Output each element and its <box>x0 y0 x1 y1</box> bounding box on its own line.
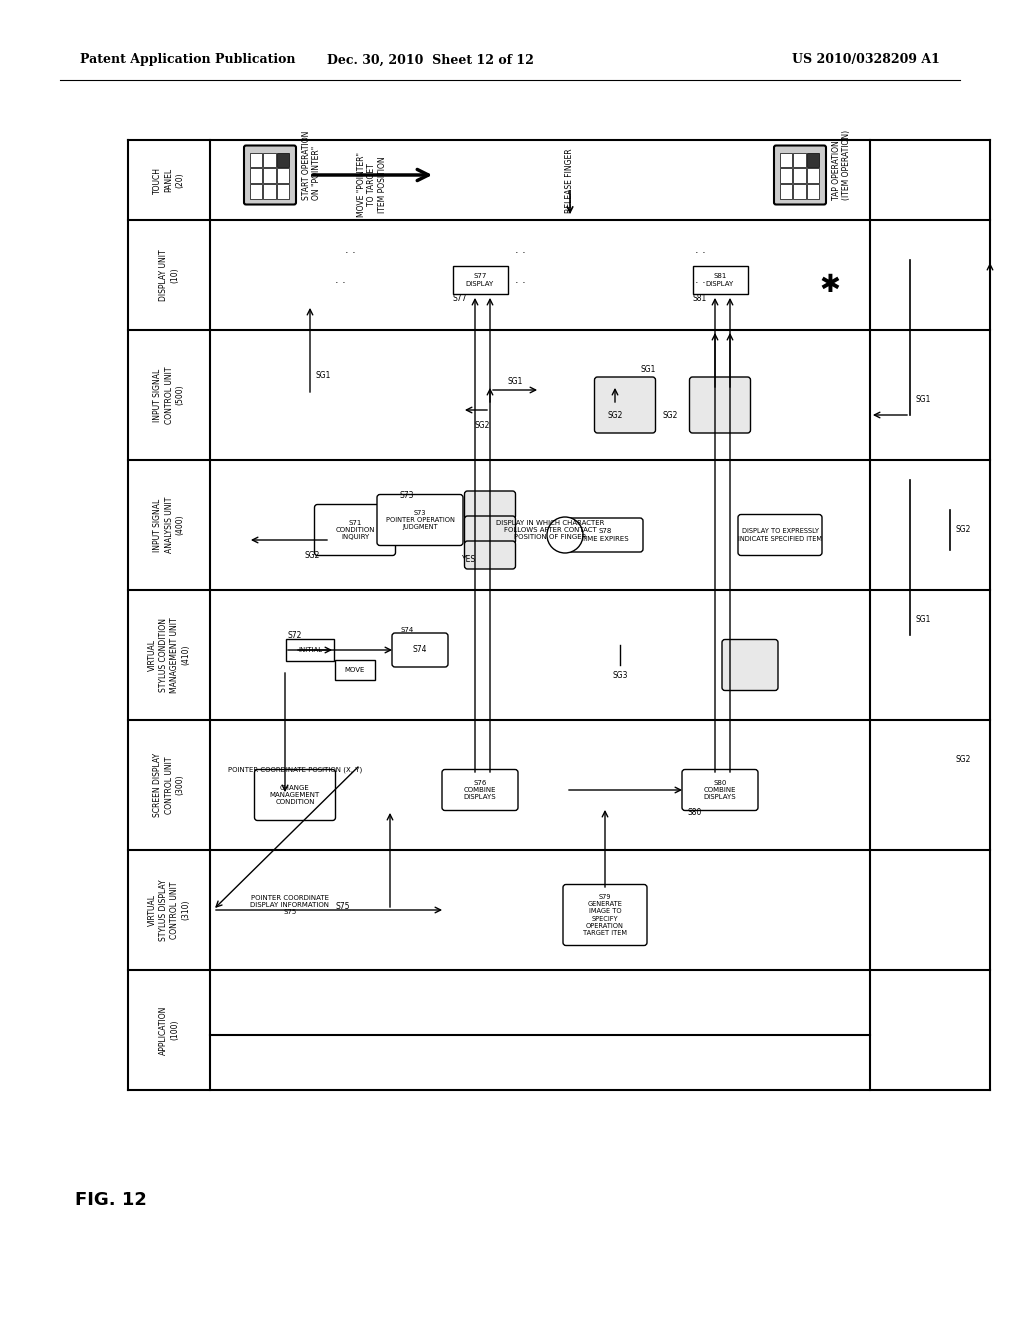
Text: S81: S81 <box>693 294 708 304</box>
Text: . .: . . <box>335 275 345 285</box>
Bar <box>794 153 806 168</box>
Text: SG1: SG1 <box>915 396 931 404</box>
Bar <box>780 168 793 183</box>
Text: VIRTUAL
STYLUS DISPLAY
CONTROL UNIT
(310): VIRTUAL STYLUS DISPLAY CONTROL UNIT (310… <box>147 879 190 941</box>
Bar <box>794 183 806 198</box>
Text: S77
DISPLAY: S77 DISPLAY <box>466 273 495 286</box>
Text: SG2: SG2 <box>955 755 971 764</box>
Text: DISPLAY UNIT
(10): DISPLAY UNIT (10) <box>159 249 179 301</box>
Text: POINTER COORDINATE
DISPLAY INFORMATION
S75: POINTER COORDINATE DISPLAY INFORMATION S… <box>251 895 330 915</box>
Bar <box>807 183 819 198</box>
Text: S75: S75 <box>336 902 350 911</box>
FancyBboxPatch shape <box>442 770 518 810</box>
Text: TAP OPERATION
(ITEM OPERATION): TAP OPERATION (ITEM OPERATION) <box>831 129 851 201</box>
Text: . .: . . <box>694 246 706 255</box>
Text: S72: S72 <box>288 631 302 639</box>
FancyBboxPatch shape <box>377 495 463 545</box>
Bar <box>276 183 289 198</box>
Text: S73: S73 <box>399 491 415 499</box>
Text: S77: S77 <box>453 294 467 304</box>
Text: SG1: SG1 <box>640 366 655 375</box>
FancyBboxPatch shape <box>682 770 758 810</box>
Text: MOVE: MOVE <box>345 667 366 673</box>
Text: FIG. 12: FIG. 12 <box>75 1191 146 1209</box>
Text: S74: S74 <box>400 627 414 634</box>
Text: Patent Application Publication: Patent Application Publication <box>80 54 296 66</box>
FancyBboxPatch shape <box>774 145 826 205</box>
FancyBboxPatch shape <box>392 634 449 667</box>
Text: DISPLAY IN WHICH CHARACTER
FOLLOWS AFTER CONTACT
POSITION OF FINGER: DISPLAY IN WHICH CHARACTER FOLLOWS AFTER… <box>496 520 604 540</box>
Bar <box>794 168 806 183</box>
Text: INPUT SIGNAL
CONTROL UNIT
(500): INPUT SIGNAL CONTROL UNIT (500) <box>154 366 184 424</box>
Text: S74: S74 <box>413 645 427 655</box>
Text: S78
TIME EXPIRES: S78 TIME EXPIRES <box>582 528 629 541</box>
Bar <box>276 168 289 183</box>
Bar <box>250 168 262 183</box>
Bar <box>250 153 262 168</box>
FancyBboxPatch shape <box>465 541 515 569</box>
FancyBboxPatch shape <box>314 504 395 556</box>
Text: SG1: SG1 <box>316 371 332 380</box>
Bar <box>263 168 275 183</box>
Text: SG3: SG3 <box>612 671 628 680</box>
FancyBboxPatch shape <box>465 516 515 544</box>
Text: SG2: SG2 <box>607 411 623 420</box>
Bar <box>692 267 748 294</box>
Bar <box>286 639 334 661</box>
Text: SG2: SG2 <box>475 421 490 429</box>
Text: S80: S80 <box>688 808 702 817</box>
Text: START OPERATION
ON "POINTER": START OPERATION ON "POINTER" <box>302 131 322 199</box>
Text: SG2: SG2 <box>304 550 319 560</box>
FancyBboxPatch shape <box>255 770 336 821</box>
Text: POINTER COORDINATE POSITION (X, Y): POINTER COORDINATE POSITION (X, Y) <box>228 767 362 774</box>
Text: S76
COMBINE
DISPLAYS: S76 COMBINE DISPLAYS <box>464 780 497 800</box>
Text: RELEASE FINGER: RELEASE FINGER <box>565 148 574 213</box>
Text: ✱: ✱ <box>819 273 841 297</box>
Text: Dec. 30, 2010  Sheet 12 of 12: Dec. 30, 2010 Sheet 12 of 12 <box>327 54 534 66</box>
Text: S79
GENERATE
IMAGE TO
SPECIFY
OPERATION
TARGET ITEM: S79 GENERATE IMAGE TO SPECIFY OPERATION … <box>583 894 627 936</box>
Text: YES: YES <box>462 556 476 565</box>
FancyBboxPatch shape <box>595 378 655 433</box>
Text: . .: . . <box>515 246 525 255</box>
FancyBboxPatch shape <box>563 884 647 945</box>
Text: S81
DISPLAY: S81 DISPLAY <box>706 273 734 286</box>
Text: INPUT SIGNAL
ANALYSIS UNIT
(400): INPUT SIGNAL ANALYSIS UNIT (400) <box>154 496 184 553</box>
Bar <box>807 168 819 183</box>
Text: S73
POINTER OPERATION
JUDGMENT: S73 POINTER OPERATION JUDGMENT <box>386 510 455 531</box>
Text: APPLICATION
(100): APPLICATION (100) <box>159 1006 179 1055</box>
Circle shape <box>547 517 583 553</box>
Bar <box>250 183 262 198</box>
Text: S71
CONDITION
INQUIRY: S71 CONDITION INQUIRY <box>335 520 375 540</box>
Text: TOUCH
PANEL
(20): TOUCH PANEL (20) <box>154 166 184 194</box>
Bar <box>263 183 275 198</box>
Text: SG1: SG1 <box>507 378 522 385</box>
FancyBboxPatch shape <box>738 515 822 556</box>
Text: DISPLAY TO EXPRESSLY
INDICATE SPECIFIED ITEM: DISPLAY TO EXPRESSLY INDICATE SPECIFIED … <box>738 528 822 541</box>
Text: SG1: SG1 <box>915 615 931 624</box>
FancyBboxPatch shape <box>244 145 296 205</box>
Text: . .: . . <box>694 275 706 285</box>
FancyBboxPatch shape <box>689 378 751 433</box>
Text: . .: . . <box>345 246 355 255</box>
Bar <box>276 153 289 168</box>
Bar <box>263 153 275 168</box>
Text: VIRTUAL
STYLUS CONDITION
MANAGEMENT UNIT
(410): VIRTUAL STYLUS CONDITION MANAGEMENT UNIT… <box>147 618 190 693</box>
Text: SG2: SG2 <box>663 411 678 420</box>
Bar <box>780 153 793 168</box>
Text: SG2: SG2 <box>955 525 971 535</box>
FancyBboxPatch shape <box>567 517 643 552</box>
Bar <box>453 267 508 294</box>
Text: S80
COMBINE
DISPLAYS: S80 COMBINE DISPLAYS <box>703 780 736 800</box>
Text: . .: . . <box>515 275 525 285</box>
Text: MOVE "POINTER"
TO TARGET
ITEM POSITION: MOVE "POINTER" TO TARGET ITEM POSITION <box>357 152 387 216</box>
Bar <box>335 660 375 680</box>
Text: CHANGE
MANAGEMENT
CONDITION: CHANGE MANAGEMENT CONDITION <box>270 785 321 805</box>
FancyBboxPatch shape <box>722 639 778 690</box>
Bar <box>780 183 793 198</box>
Text: SCREEN DISPLAY
CONTROL UNIT
(300): SCREEN DISPLAY CONTROL UNIT (300) <box>154 752 184 817</box>
Text: INITIAL: INITIAL <box>298 647 323 653</box>
FancyBboxPatch shape <box>465 491 515 519</box>
Text: US 2010/0328209 A1: US 2010/0328209 A1 <box>793 54 940 66</box>
Bar <box>807 153 819 168</box>
